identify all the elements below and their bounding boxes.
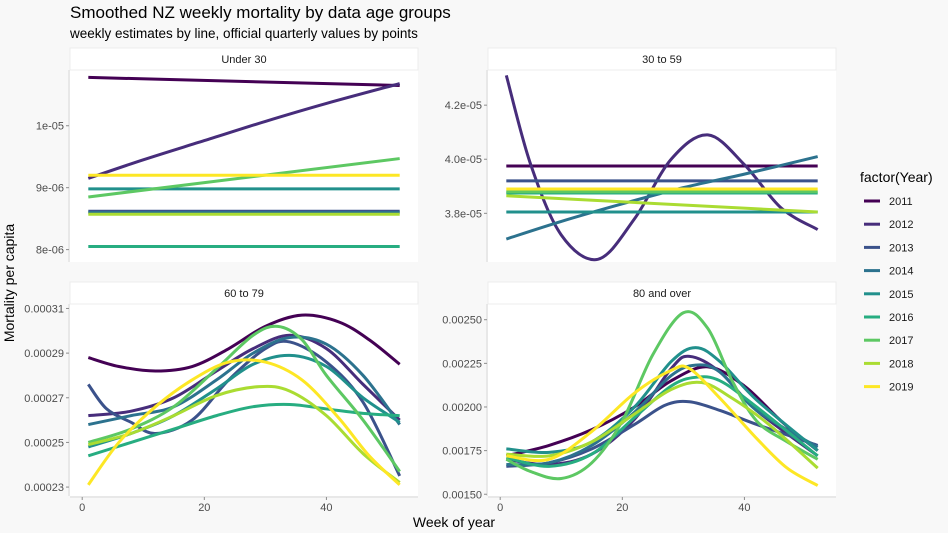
legend-label: 2019 (889, 382, 913, 394)
x-axis-title: Week of year (413, 514, 496, 530)
y-tick-label: 0.00225 (442, 358, 482, 370)
facet-strip (69, 47, 419, 71)
series-line-2014 (88, 335, 401, 427)
series-line-2014 (506, 363, 819, 467)
y-tick-label: 0.00200 (442, 402, 482, 414)
series-line-2019 (506, 364, 819, 487)
legend-label: 2016 (889, 312, 913, 324)
chart-title: Smoothed NZ weekly mortality by data age… (70, 3, 451, 22)
facet-panel: Under 30 8e-06 9e-06 1e-05 (36, 47, 419, 262)
x-tick-label: 0 (79, 502, 85, 514)
facet-strip (487, 281, 837, 305)
series-line-2018 (87, 384, 401, 484)
series-line-2011 (87, 313, 401, 373)
facet-strip (69, 281, 419, 305)
series-line-2017 (88, 157, 400, 199)
facet-panel: 30 to 59 3.8e-05 4.0e-05 4.2e-05 (445, 47, 837, 262)
legend-label: 2017 (889, 335, 913, 347)
y-tick-label: 1e-05 (36, 121, 64, 133)
y-tick-label: 0.00250 (442, 315, 482, 327)
y-tick-label: 0.00029 (24, 348, 64, 360)
x-tick-label: 40 (738, 502, 750, 514)
series-line-2019 (87, 358, 401, 486)
facet-strip-label: 60 to 79 (224, 288, 264, 300)
y-tick-label: 0.00025 (24, 437, 64, 449)
facet-strip-label: Under 30 (221, 54, 266, 66)
y-tick-label: 4.2e-05 (445, 100, 482, 112)
legend-label: 2018 (889, 358, 913, 370)
legend-title: factor(Year) (860, 169, 933, 185)
series-line-2017 (505, 310, 819, 481)
x-tick-label: 20 (198, 502, 210, 514)
y-tick-label: 4.0e-05 (445, 154, 482, 166)
facet-strip (487, 47, 837, 71)
facet-strip-label: 80 and over (633, 288, 691, 300)
series-line-2015 (506, 346, 819, 455)
series-line-2012 (88, 333, 401, 422)
x-tick-label: 40 (320, 502, 332, 514)
legend: 2011 2012 2013 2014 2015 2016 2017 2018 2019 (864, 196, 913, 394)
chart-subtitle: weekly estimates by line, official quart… (69, 26, 418, 41)
series-line-2012 (87, 82, 401, 180)
y-tick-label: 0.00023 (24, 482, 64, 494)
series-line-2011 (88, 75, 400, 87)
facet-strip-label: 30 to 59 (642, 54, 682, 66)
facet-panel: 60 to 79 0.00023 0.00025 0.00027 0.00029 0.00… (24, 281, 419, 514)
y-tick-label: 0.00175 (442, 446, 482, 458)
legend-label: 2014 (889, 266, 913, 278)
y-tick-label: 9e-06 (36, 183, 64, 195)
legend-label: 2011 (889, 196, 913, 208)
y-tick-label: 8e-06 (36, 245, 64, 257)
series-line-2017 (87, 324, 401, 473)
series-line-2016 (505, 375, 819, 468)
y-tick-label: 0.00027 (24, 393, 64, 405)
y-tick-label: 0.00031 (24, 303, 64, 315)
series-line-2018 (506, 194, 818, 214)
legend-label: 2013 (889, 242, 913, 254)
series-line-2016 (87, 402, 400, 458)
legend-label: 2015 (889, 289, 913, 301)
x-tick-label: 20 (616, 502, 628, 514)
y-tick-label: 0.00150 (442, 489, 482, 501)
facet-panel: 80 and over 0.00150 0.00175 0.00200 0.00225 0… (442, 281, 837, 514)
y-axis-title: Mortality per capita (1, 224, 17, 342)
y-tick-label: 3.8e-05 (445, 208, 482, 220)
facet-panels: Under 30 8e-06 9e-06 1e-05 30 to 59 3.8e-05 4.… (24, 47, 837, 514)
legend-label: 2012 (889, 219, 913, 231)
x-tick-label: 0 (497, 502, 503, 514)
